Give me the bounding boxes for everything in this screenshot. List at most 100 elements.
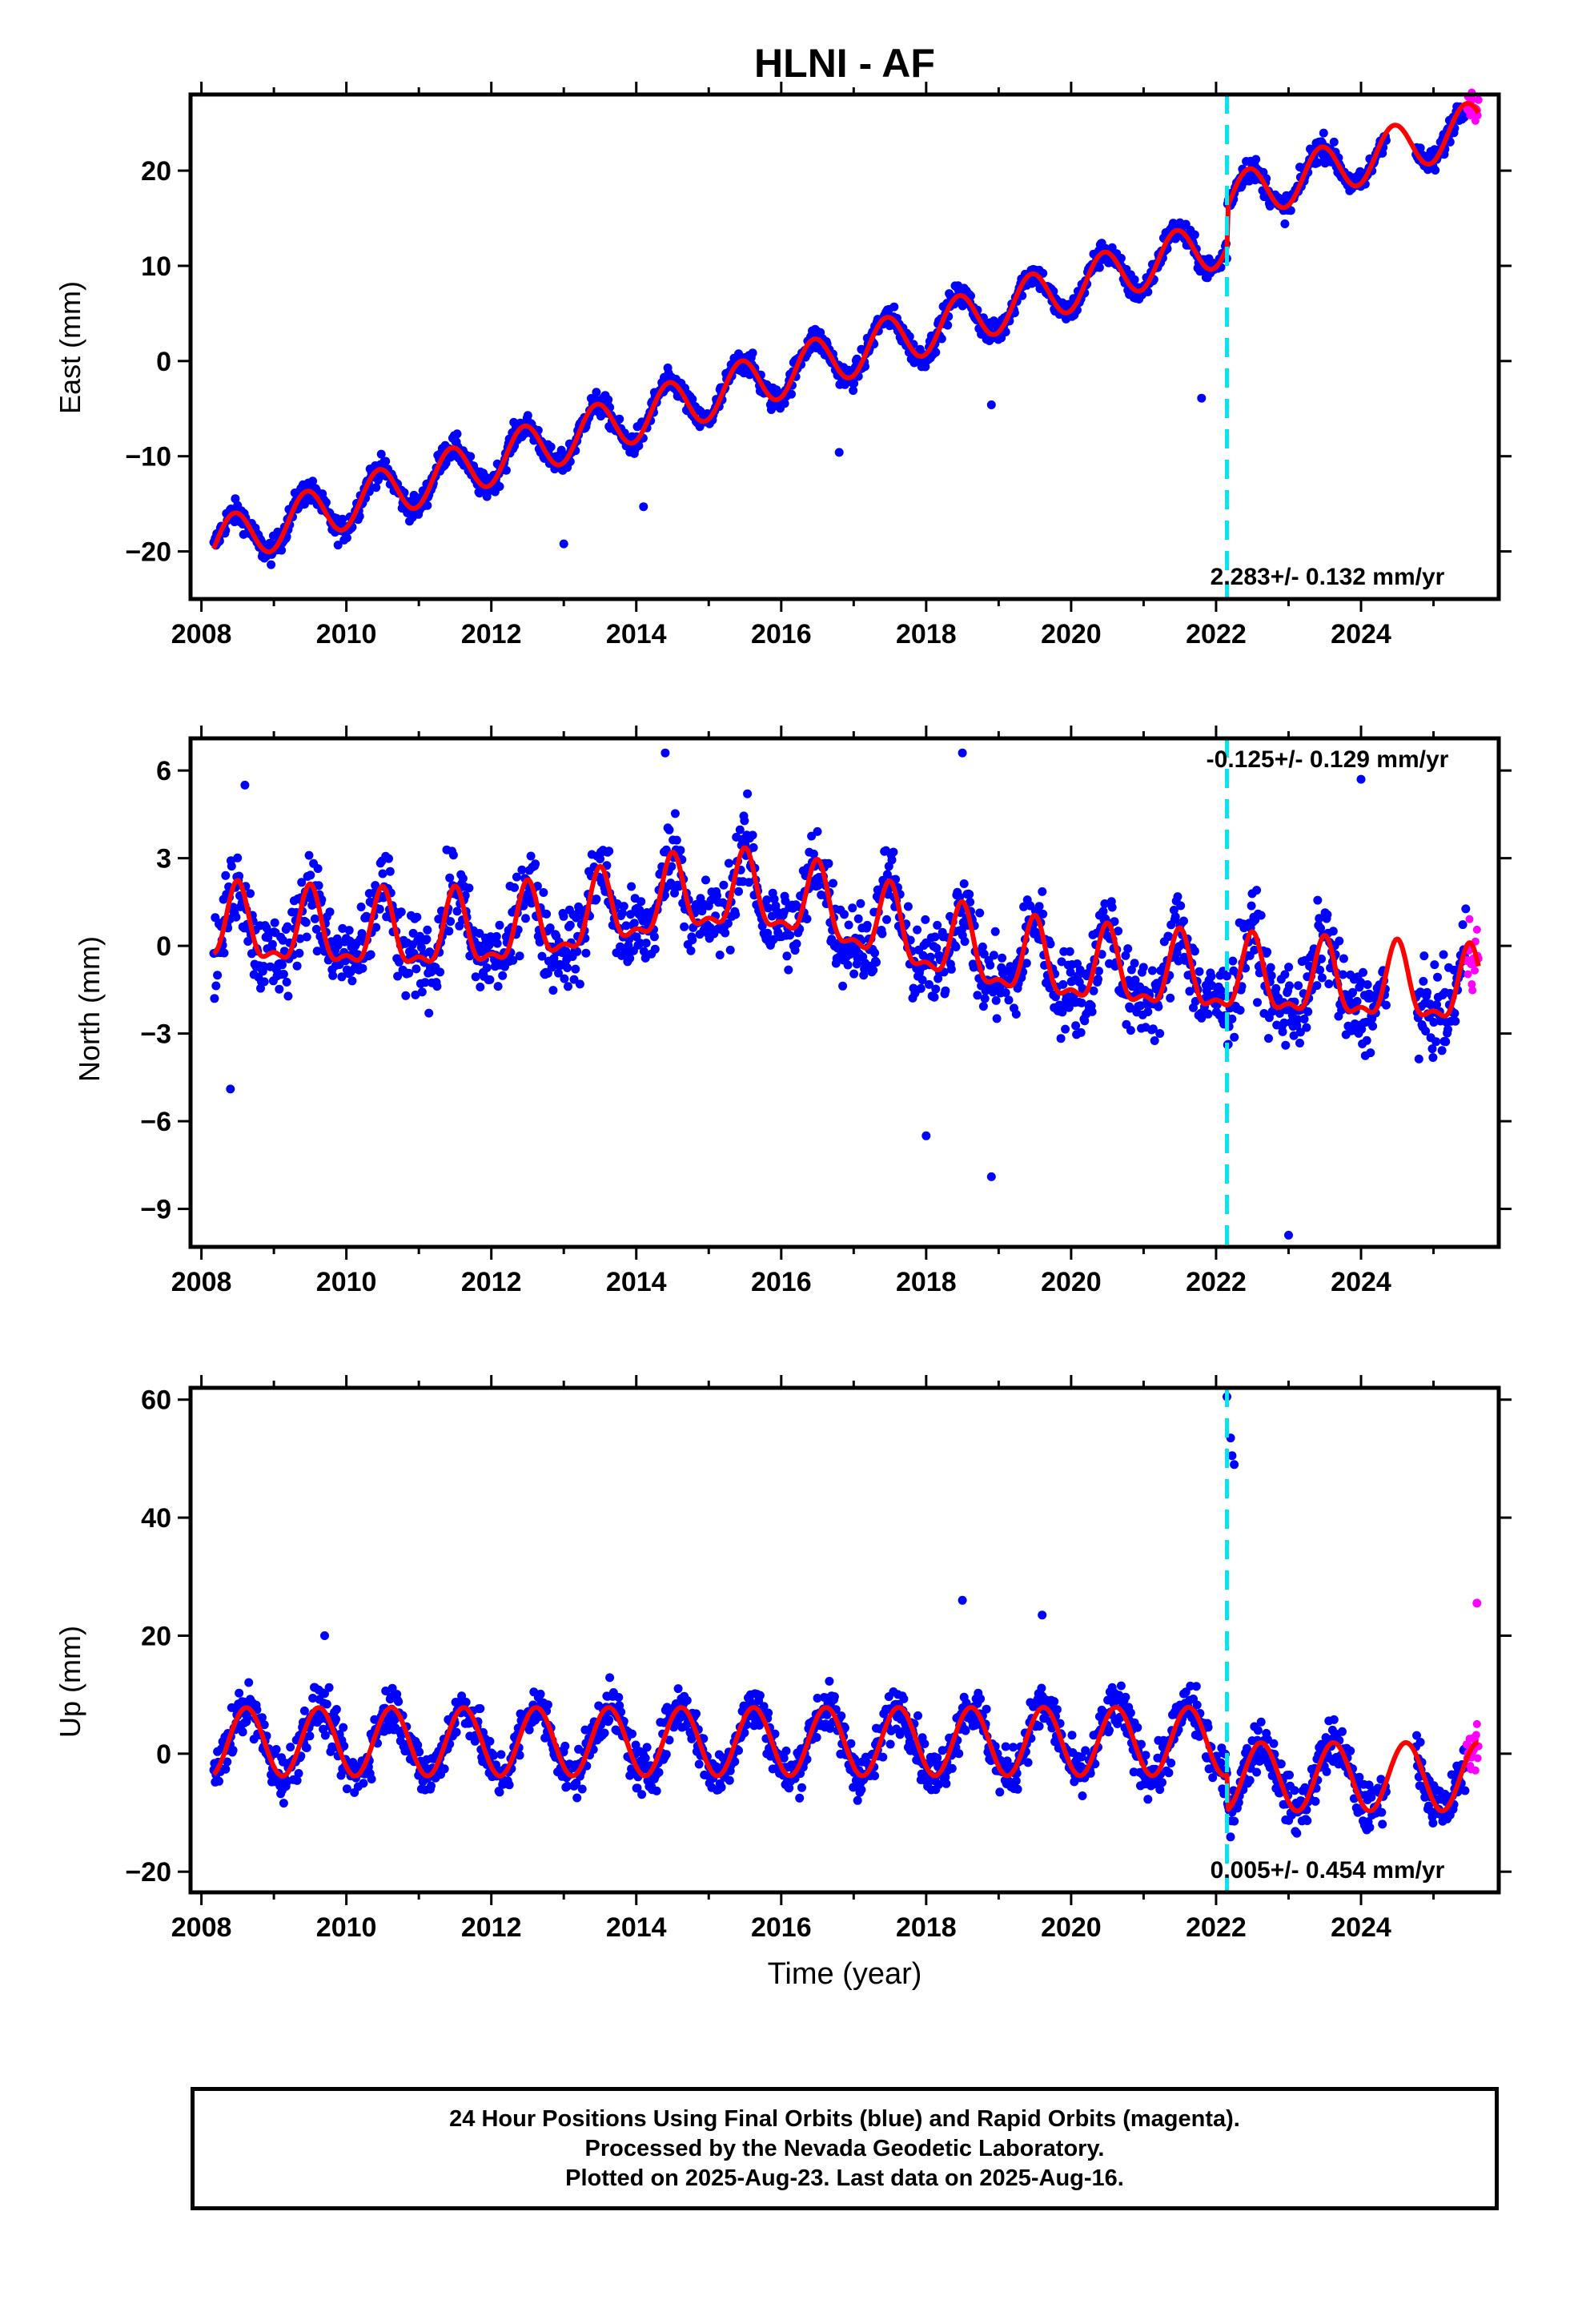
final-orbit-point [1263, 947, 1272, 957]
final-orbit-point [913, 1711, 922, 1720]
final-orbit-point [489, 1751, 499, 1760]
final-orbit-point [785, 931, 795, 940]
final-orbit-point [615, 414, 624, 424]
final-orbit-point [853, 914, 863, 923]
final-orbit-point [688, 935, 697, 945]
final-orbit-point [797, 1783, 806, 1792]
final-orbit-point [1338, 1727, 1347, 1736]
x-tick-label: 2012 [461, 619, 522, 649]
final-orbit-point [539, 888, 548, 897]
final-orbit-point [649, 932, 659, 942]
final-orbit-point [1443, 1025, 1452, 1035]
final-orbit-point [882, 915, 891, 924]
final-orbit-point [1303, 1007, 1313, 1016]
final-orbit-point [1419, 951, 1429, 961]
final-orbit-point [1322, 1767, 1331, 1776]
final-orbit-point [654, 1767, 664, 1777]
final-orbit-point [1319, 128, 1328, 138]
final-orbit-point [310, 914, 319, 923]
final-orbit-point [1065, 947, 1074, 956]
final-orbit-point [764, 1708, 773, 1718]
final-orbit-point [452, 429, 462, 439]
final-orbit-point [1058, 979, 1068, 989]
final-orbit-point [670, 809, 680, 818]
final-orbit-point [812, 1733, 821, 1742]
final-orbit-point [899, 1694, 909, 1703]
final-orbit-point [680, 922, 689, 931]
final-orbit-point [1451, 1016, 1460, 1026]
final-orbit-point [604, 1715, 614, 1725]
final-orbit-point [1284, 963, 1294, 972]
final-orbit-point [1038, 887, 1047, 896]
final-orbit-point [282, 977, 291, 987]
x-tick-label: 2024 [1331, 1267, 1391, 1297]
final-orbit-point [1285, 1771, 1294, 1779]
final-orbit-point [978, 1002, 988, 1011]
final-orbit-point [211, 981, 221, 991]
final-orbit-point [1433, 972, 1442, 982]
final-orbit-point [1094, 975, 1102, 984]
final-orbit-point [725, 1775, 734, 1785]
rapid-orbit-point [1474, 95, 1483, 104]
final-orbit-point [921, 915, 930, 924]
final-orbit-point [604, 395, 613, 404]
rapid-orbit-point [1465, 915, 1474, 923]
final-orbit-point [721, 928, 730, 938]
final-orbit-point [1179, 916, 1188, 926]
final-orbit-point [1227, 1014, 1237, 1023]
final-orbit-point [625, 954, 635, 963]
final-orbit-point [1441, 1037, 1451, 1047]
y-tick-label: −3 [140, 1019, 171, 1050]
x-tick-label: 2022 [1186, 619, 1247, 649]
final-orbit-point [424, 1008, 434, 1018]
final-orbit-point [942, 1779, 951, 1788]
final-orbit-point [302, 932, 311, 942]
final-orbit-point [748, 830, 757, 840]
final-orbit-point [344, 926, 354, 935]
final-orbit-point [219, 948, 229, 958]
final-orbit-point [331, 1715, 340, 1724]
final-orbit-point [717, 1783, 726, 1792]
up-data-points [209, 1392, 1483, 1842]
final-orbit-point [1252, 1767, 1262, 1777]
final-orbit-point [635, 905, 644, 915]
final-orbit-point [401, 991, 411, 1000]
final-orbit-point [504, 1780, 514, 1790]
final-orbit-point [887, 855, 897, 865]
final-orbit-point [1173, 892, 1182, 902]
final-orbit-point [1381, 1000, 1391, 1010]
final-orbit-point [1264, 1034, 1273, 1043]
final-orbit-point [1098, 907, 1108, 916]
final-orbit-point [1428, 1053, 1438, 1062]
final-orbit-point [1251, 155, 1261, 164]
final-orbit-point [328, 971, 338, 980]
x-tick-label: 2020 [1041, 1267, 1102, 1297]
final-orbit-point [782, 951, 792, 961]
final-orbit-point [445, 873, 455, 883]
x-tick-label: 2014 [606, 619, 667, 649]
final-orbit-point [976, 1694, 986, 1703]
north-rate-label: -0.125+/- 0.129 mm/yr [1207, 746, 1449, 773]
final-orbit-point [787, 389, 796, 399]
east-model-curve [211, 101, 1481, 555]
final-orbit-point [1311, 1796, 1320, 1806]
final-orbit-point [295, 948, 304, 958]
final-orbit-point [270, 918, 279, 927]
final-orbit-point [1078, 1791, 1087, 1800]
final-orbit-point [304, 850, 314, 860]
final-orbit-point [848, 903, 857, 913]
final-orbit-point [476, 1704, 485, 1713]
final-orbit-point [1037, 1683, 1046, 1693]
final-orbit-point [476, 983, 485, 991]
final-orbit-point [581, 948, 591, 958]
final-orbit-point [485, 975, 495, 984]
final-orbit-point [294, 1769, 303, 1778]
final-orbit-point [825, 1676, 834, 1686]
final-orbit-point [427, 1781, 436, 1791]
final-orbit-point [672, 835, 681, 845]
final-orbit-point [1352, 996, 1362, 1006]
final-orbit-point [213, 971, 223, 980]
outlier-point [986, 1172, 996, 1181]
final-orbit-point [412, 912, 422, 922]
east-panel: East (mm) 2008 2010 2012 2014 2016 2018 2020 20… [54, 82, 1512, 649]
